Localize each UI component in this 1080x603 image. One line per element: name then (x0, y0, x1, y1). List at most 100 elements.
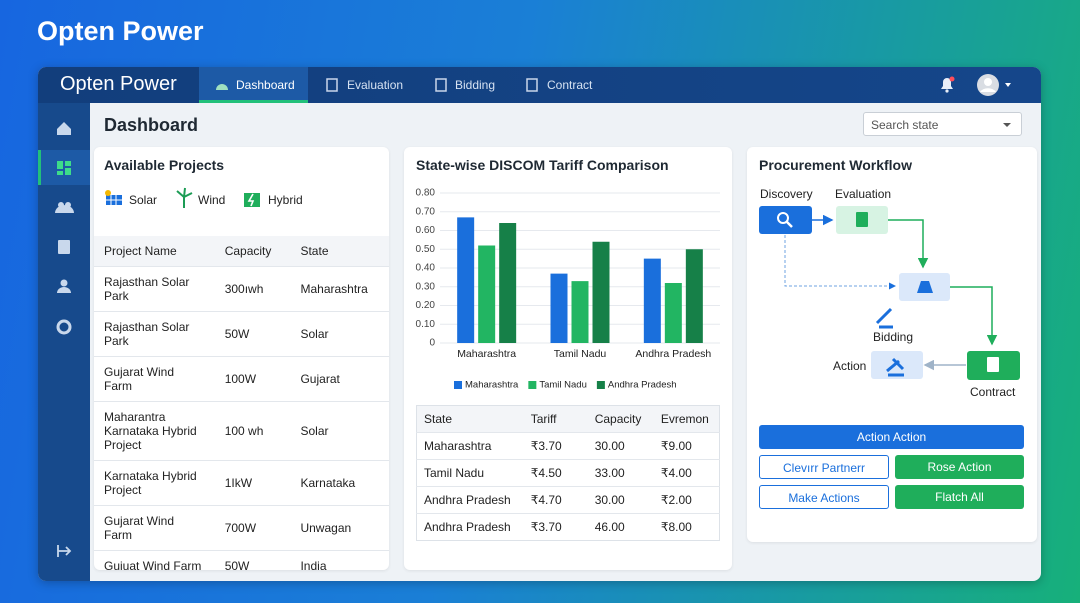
column-header: State (424, 412, 453, 426)
table-cell: ₹8.00 (660, 520, 692, 534)
table-cell: Gujarat (300, 372, 340, 386)
bar (592, 241, 610, 343)
table-cell: 100 wh (224, 424, 264, 438)
outline-button[interactable]: Clevırr Partnerr (759, 455, 889, 479)
table-cell: ₹3.70 (530, 520, 562, 534)
tariff-table: State Tariff Capacity Evremon Maharashtra ₹3.… (416, 405, 720, 541)
nav-tab[interactable]: Contract (547, 78, 593, 92)
bar (685, 249, 703, 343)
table-header-row: State Tariff Capacity Evremon (416, 405, 720, 433)
search-select[interactable]: Search state (863, 112, 1022, 136)
table-cell: Andhra Pradesh (424, 520, 511, 534)
table-cell: India (300, 559, 327, 573)
outline-button[interactable]: Make Actions (759, 485, 889, 509)
clipboard-icon[interactable] (58, 240, 70, 254)
arrow (950, 286, 998, 346)
nav-tab[interactable]: Bidding (455, 78, 496, 92)
bar (643, 258, 661, 343)
user-avatar[interactable] (976, 73, 1016, 97)
table-cell: ₹4.00 (660, 466, 692, 480)
discovery-node[interactable] (759, 206, 812, 234)
green-button[interactable]: Flatch All (895, 485, 1024, 509)
column-header: Tariff (530, 412, 557, 426)
table-cell: 300ıwh (224, 282, 264, 296)
notification-bell[interactable] (938, 76, 956, 94)
card-title: Procurement Workflow (759, 157, 912, 173)
bar (664, 283, 682, 343)
table-cell: 30.00 (594, 439, 625, 453)
green-button[interactable]: Rose Action (895, 455, 1024, 479)
table-cell: 50W (224, 559, 250, 573)
table-cell: Rajasthan Solar Park (104, 275, 190, 303)
app-title: Opten Power (37, 16, 204, 46)
logout-icon[interactable] (57, 545, 72, 557)
table-cell: ₹4.50 (530, 466, 562, 480)
bar (550, 273, 568, 343)
table-cell: Rajasthan Solar Park (104, 320, 190, 348)
arrow (888, 219, 929, 269)
bar (571, 281, 589, 343)
person-icon[interactable] (57, 279, 71, 294)
tab-icon (526, 78, 538, 92)
filter-label[interactable]: Solar (129, 193, 158, 207)
table-cell: Tamil Nadu (424, 466, 485, 480)
table-row: Rajasthan Solar Park 300ıwh Maharashtra (94, 266, 389, 312)
column-header: State (300, 244, 329, 258)
table-cell: ₹9.00 (660, 439, 692, 453)
column-header: Capacity (224, 244, 272, 258)
node-label: Action (833, 359, 866, 373)
filter-label[interactable]: Wind (198, 193, 226, 207)
table-cell: 1IkW (224, 476, 253, 490)
table-row: Andhra Pradesh ₹4.70 30.00 ₹2.00 (416, 486, 720, 514)
y-tick-label: 0.30 (416, 281, 436, 292)
column-header: Capacity (594, 412, 642, 426)
table-cell: Karnataka Hybrid Project (104, 469, 197, 497)
projects-card: Available Projects Solar Wind Hybrid Pro… (94, 147, 389, 573)
table-cell: 700W (224, 521, 257, 535)
table-cell: 100W (224, 372, 257, 386)
nav-tab[interactable]: Dashboard (236, 78, 295, 92)
tab-icon (216, 84, 228, 90)
home-icon[interactable] (57, 122, 71, 135)
legend-label: Andhra Pradesh (608, 380, 677, 391)
table-row: Maharashtra ₹3.70 30.00 ₹9.00 (416, 432, 720, 460)
node-label: Evaluation (835, 187, 891, 201)
table-row: Rajasthan Solar Park 50W Solar (94, 311, 389, 357)
brand[interactable]: Opten Power (60, 73, 177, 95)
hybrid-icon (244, 193, 260, 207)
table-cell: Maharashtra (300, 282, 368, 296)
table-cell: 46.00 (594, 520, 625, 534)
card-title: Available Projects (104, 157, 225, 173)
chart-card: State-wise DISCOM Tariff Comparison 0 0.1… (404, 147, 732, 570)
table-cell: 33.00 (594, 466, 625, 480)
nav-tab[interactable]: Evaluation (347, 78, 404, 92)
table-cell: ₹2.00 (660, 493, 692, 507)
settings-icon[interactable] (56, 319, 72, 335)
table-cell: Gujarat Wind Farm (104, 514, 175, 542)
filter-label[interactable]: Hybrid (268, 193, 303, 207)
table-row: Gujarat Wind Farm 700W Unwagan (94, 505, 389, 551)
table-cell: Solar (300, 327, 329, 341)
action-button[interactable]: Action Action (759, 425, 1024, 449)
column-header: Evremon (660, 412, 709, 426)
dashboard-icon[interactable] (57, 161, 71, 175)
y-tick-label: 0 (429, 338, 435, 349)
workflow-card: Procurement Workflow (747, 147, 1037, 542)
table-cell: Gujarat Wind Farm (104, 365, 175, 393)
wind-icon (176, 187, 193, 208)
table-cell: Maharashtra (424, 439, 492, 453)
node-label: Discovery (760, 187, 813, 201)
search-placeholder: Search state (871, 118, 939, 132)
legend-label: Maharashtra (465, 380, 519, 391)
table-cell: Karnataka (300, 476, 356, 490)
dropdown-arrow (1003, 123, 1011, 127)
workflow-diagram: Discovery Evaluation Bidding Action Cont… (759, 187, 1020, 399)
table-cell: 30.00 (594, 493, 625, 507)
x-tick-label: Maharashtra (457, 348, 516, 360)
tab-icon (435, 78, 447, 92)
sidebar-icons (38, 122, 90, 557)
projects-table: Project Name Capacity State Rajasthan Solar… (94, 236, 389, 581)
users-icon[interactable] (55, 202, 74, 213)
table-row: Andhra Pradesh ₹3.70 46.00 ₹8.00 (416, 513, 720, 541)
